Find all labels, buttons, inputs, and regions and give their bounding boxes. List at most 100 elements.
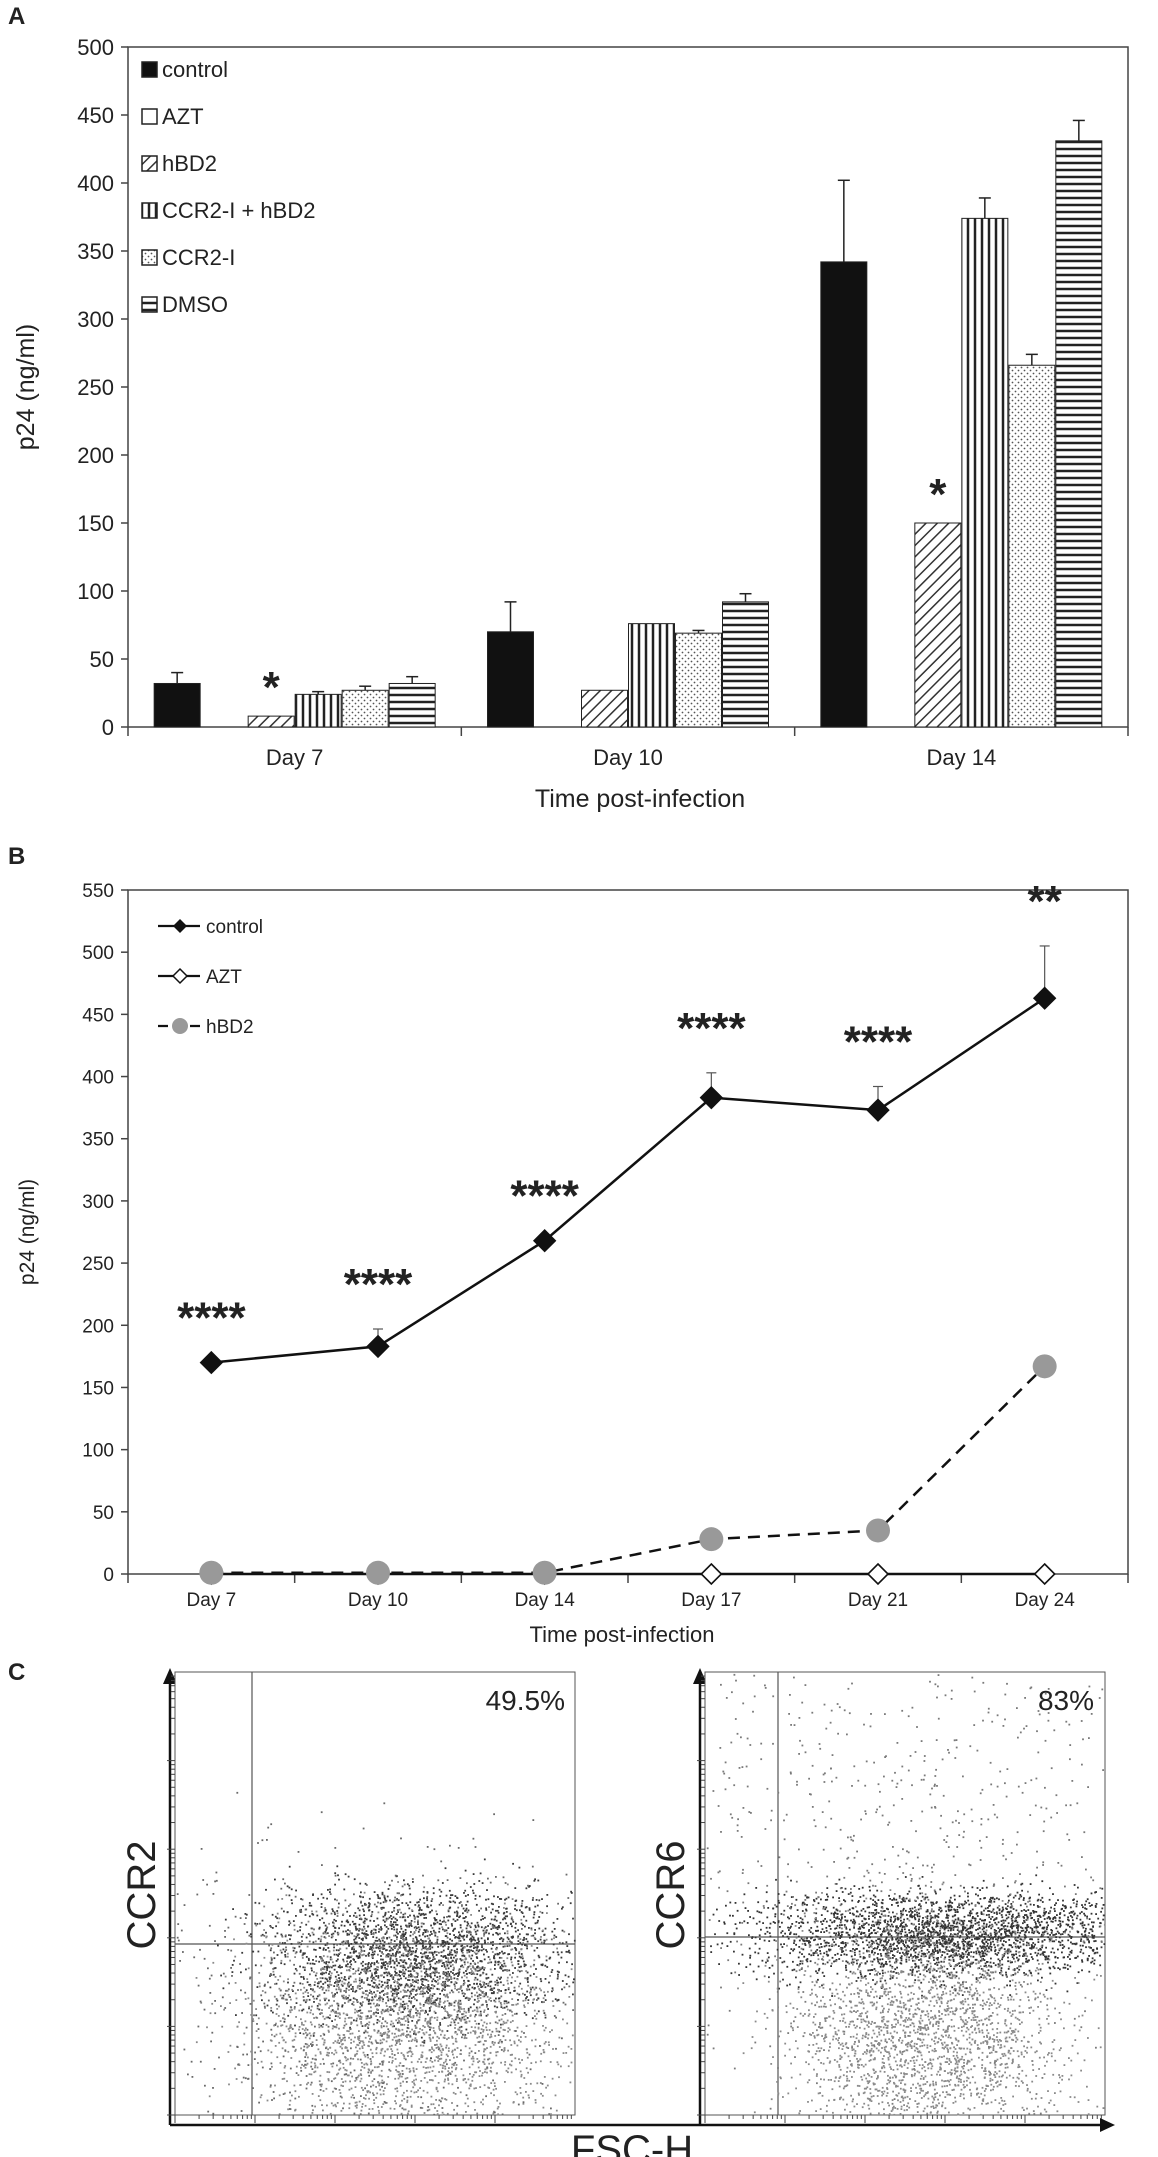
event-dot — [257, 1950, 260, 1953]
event-dot — [456, 1951, 458, 1953]
event-dot — [308, 1915, 311, 1918]
event-dot — [400, 1925, 402, 1928]
event-dot — [375, 1925, 377, 1928]
event-dot — [514, 1930, 517, 1933]
event-dot — [319, 1999, 321, 2002]
event-dot — [453, 2062, 455, 2065]
event-dot — [341, 2005, 344, 2008]
event-dot — [373, 1903, 376, 1906]
event-dot — [392, 2010, 395, 2013]
event-dot — [415, 1936, 418, 1939]
event-dot — [338, 1927, 340, 1930]
event-dot — [269, 2085, 272, 2088]
event-dot — [506, 1915, 508, 1918]
event-dot — [407, 1989, 409, 1992]
event-dot — [376, 2021, 379, 2024]
event-dot — [416, 1901, 419, 1904]
event-dot — [386, 1937, 388, 1940]
event-dot — [437, 1961, 439, 1964]
event-dot — [483, 2048, 486, 2050]
event-dot — [360, 1901, 362, 1904]
event-dot — [382, 1998, 384, 2001]
event-dot — [337, 2033, 339, 2036]
event-dot — [264, 1991, 267, 1994]
event-dot — [365, 2015, 368, 2018]
event-dot — [495, 2030, 498, 2033]
event-dot — [214, 2012, 217, 2015]
event-dot — [302, 2049, 305, 2052]
event-dot — [393, 2036, 396, 2039]
event-dot — [482, 2030, 485, 2033]
event-dot — [529, 1990, 532, 1993]
event-dot — [439, 1944, 442, 1947]
event-dot — [328, 2017, 331, 2020]
event-dot — [389, 2007, 392, 2010]
event-dot — [573, 1939, 576, 1942]
event-dot — [369, 2038, 371, 2040]
event-dot — [447, 1971, 450, 1973]
y-tick-label-a-0: 0 — [102, 715, 114, 740]
event-dot — [269, 1975, 271, 1977]
event-dot — [347, 1875, 350, 1878]
event-dot — [374, 1931, 377, 1934]
event-dot — [288, 2027, 291, 2029]
event-dot — [422, 2005, 425, 2007]
event-dot — [439, 2057, 441, 2060]
event-dot — [523, 1915, 525, 1918]
event-dot — [404, 1912, 407, 1915]
event-dot — [324, 1930, 327, 1933]
event-dot — [411, 1947, 414, 1949]
event-dot — [403, 2008, 406, 2011]
event-dot — [280, 1959, 283, 1962]
event-dot — [249, 2003, 252, 2005]
event-dot — [458, 1973, 460, 1976]
event-dot — [427, 2025, 430, 2027]
event-dot — [492, 1903, 494, 1906]
event-dot — [483, 2058, 486, 2061]
event-dot — [451, 1953, 454, 1956]
event-dot — [510, 1917, 513, 1920]
event-dot — [253, 2058, 256, 2060]
event-dot — [222, 1972, 225, 1975]
event-dot — [490, 1980, 493, 1983]
event-dot — [346, 1960, 348, 1963]
event-dot — [447, 2037, 450, 2039]
point-hbd2-day-24 — [1032, 1354, 1057, 1379]
event-dot — [433, 1971, 436, 1974]
panel-label-b: B — [8, 843, 25, 870]
event-dot — [517, 1940, 520, 1942]
event-dot — [284, 2041, 287, 2044]
event-dot — [375, 1905, 378, 1908]
event-dot — [362, 1945, 365, 1948]
event-dot — [425, 1957, 428, 1959]
event-dot — [419, 2003, 422, 2006]
event-dot — [381, 1891, 384, 1894]
event-dot — [450, 1977, 453, 1980]
event-dot — [336, 1915, 339, 1917]
event-dot — [204, 2084, 206, 2087]
event-dot — [339, 2045, 342, 2048]
event-dot — [412, 1981, 414, 1984]
event-dot — [383, 1894, 386, 1897]
event-dot — [288, 2104, 291, 2106]
event-dot — [337, 1974, 340, 1976]
event-dot — [355, 1928, 358, 1931]
event-dot — [536, 1947, 539, 1949]
event-dot — [275, 1998, 278, 2000]
event-dot — [452, 1945, 455, 1948]
event-dot — [427, 1906, 430, 1909]
event-dot — [399, 2104, 402, 2106]
event-dot — [529, 1992, 531, 1994]
event-dot — [503, 2047, 506, 2049]
event-dot — [483, 1858, 486, 1861]
event-dot — [327, 1989, 330, 1992]
event-dot — [332, 1910, 334, 1912]
event-dot — [302, 1992, 305, 1995]
event-dot — [509, 1973, 511, 1976]
event-dot — [197, 1984, 200, 1987]
event-dot — [379, 2034, 382, 2037]
event-dot — [393, 1899, 396, 1902]
event-dot — [289, 2099, 292, 2102]
event-dot — [402, 1938, 405, 1940]
event-dot — [429, 2022, 432, 2025]
